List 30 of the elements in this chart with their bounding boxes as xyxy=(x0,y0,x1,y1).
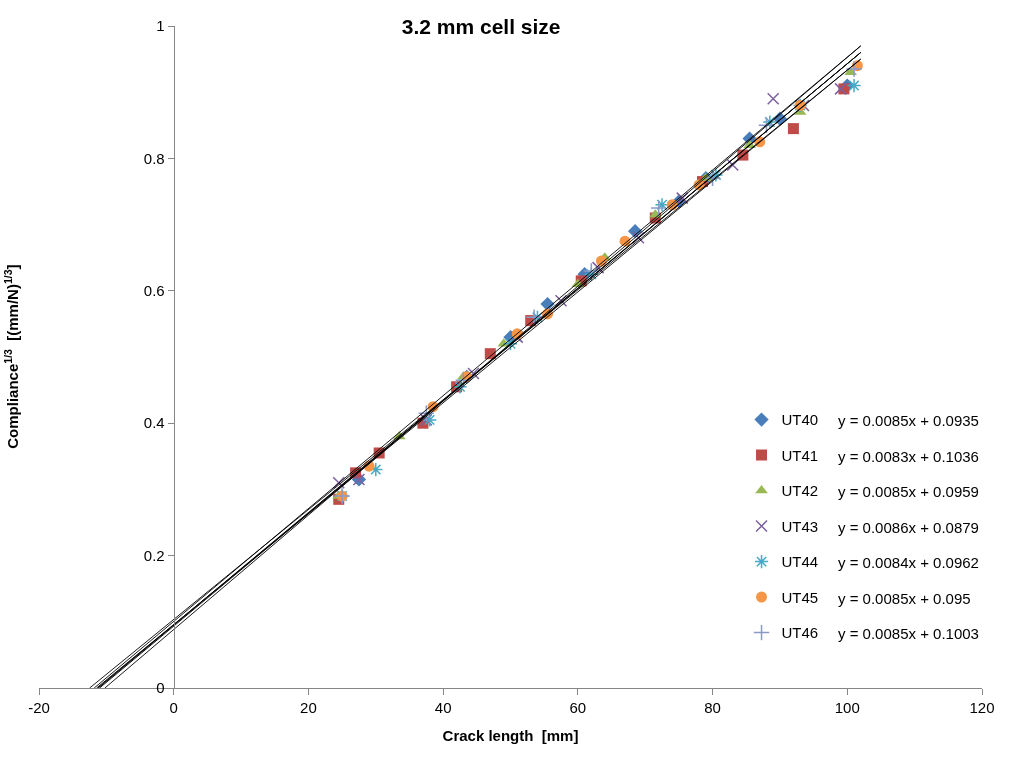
legend-label: UT44 xyxy=(781,553,819,571)
annotation: y = 0.0086x + 0.0879 xyxy=(838,519,979,536)
annotation: y = 0.0083x + 0.1036 xyxy=(838,448,979,465)
annotation: y = 0.0085x + 0.1003 xyxy=(838,625,979,642)
annotation: y = 0.0085x + 0.095 xyxy=(838,590,971,607)
legend-label: UT46 xyxy=(781,624,819,642)
y-tick-label: 0.2 xyxy=(143,546,165,564)
y-tick-label: 1 xyxy=(156,17,165,35)
x-axis-title: Crack length [mm] xyxy=(442,727,579,744)
annotation: y = 0.0084x + 0.0962 xyxy=(838,554,979,571)
y-tick-label: 0.6 xyxy=(143,282,165,300)
x-tick-label: 80 xyxy=(704,699,721,716)
x-tick-label: 60 xyxy=(569,699,587,716)
legend-label: UT45 xyxy=(781,588,819,606)
legend-label: UT43 xyxy=(781,517,819,535)
x-tick-label: -20 xyxy=(28,699,50,716)
annotation: y = 0.0085x + 0.0935 xyxy=(838,412,979,429)
x-tick-label: 40 xyxy=(434,699,452,716)
legend-label: UT41 xyxy=(781,446,819,464)
legend-label: UT40 xyxy=(781,411,819,429)
y-tick-label: 0 xyxy=(156,679,165,697)
legend-label: UT42 xyxy=(781,482,819,500)
x-tick-label: 20 xyxy=(300,699,317,716)
annotation: y = 0.0085x + 0.0959 xyxy=(838,483,979,500)
y-tick-label: 0.8 xyxy=(143,149,165,167)
y-tick-label: 0.4 xyxy=(143,414,165,432)
x-tick-label: 120 xyxy=(969,699,995,716)
x-tick-label: 100 xyxy=(834,699,860,716)
x-tick-label: 0 xyxy=(169,699,178,716)
chart-title: 3.2 mm cell size xyxy=(401,14,561,38)
